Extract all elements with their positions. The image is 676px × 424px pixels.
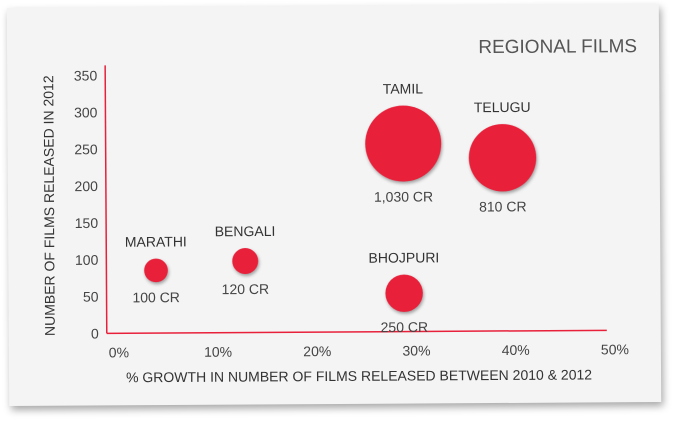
- bubble-name-label: TELUGU: [474, 99, 531, 115]
- bubble-name-label: BHOJPURI: [368, 249, 439, 265]
- bubble-bhojpuri: [385, 274, 423, 312]
- y-tick-label: 250: [74, 141, 98, 157]
- y-axis-label: NUMBER OF FILMS RELEASED IN 2012: [40, 75, 58, 336]
- x-tick-label: 30%: [402, 342, 430, 358]
- x-tick-labels: 0% 10% 20% 30% 40% 50%: [109, 341, 629, 360]
- y-tick-label: 100: [75, 252, 99, 268]
- chart-card: REGIONAL FILMS % GROWTH IN NUMBER OF FIL…: [6, 4, 662, 406]
- bubble-value-label: 250 CR: [381, 319, 429, 335]
- x-tick-label: 40%: [502, 342, 530, 358]
- x-tick-label: 50%: [601, 341, 629, 357]
- bubble-value-label: 120 CR: [222, 281, 270, 297]
- bubble-value-label: 100 CR: [132, 289, 180, 305]
- bubble-value-label: 1,030 CR: [374, 188, 433, 204]
- y-tick-labels: 0 50 100 150 200 250 300 350: [74, 67, 99, 341]
- bubble-name-label: TAMIL: [383, 80, 423, 96]
- y-tick-label: 350: [74, 67, 98, 83]
- x-tick-label: 10%: [204, 344, 232, 360]
- y-tick-label: 0: [91, 325, 99, 341]
- x-axis-label: % GROWTH IN NUMBER OF FILMS RELEASED BET…: [126, 366, 592, 385]
- y-axis-line: [104, 65, 108, 334]
- x-tick-label: 20%: [303, 343, 331, 359]
- y-tick-label: 300: [74, 104, 98, 120]
- y-tick-label: 200: [74, 178, 98, 194]
- x-axis-line: [106, 329, 607, 335]
- bubble-bengali: [232, 248, 259, 275]
- bubble-tamil: [365, 105, 442, 182]
- bubbles-group: MARATHI 100 CR BENGALI 120 CR TAMIL 1,030 CR T…: [125, 80, 537, 335]
- x-tick-label: 0%: [109, 344, 129, 360]
- y-tick-label: 150: [75, 215, 99, 231]
- bubble-marathi: [144, 258, 168, 283]
- bubble-telugu: [468, 124, 537, 192]
- bubble-name-label: BENGALI: [215, 223, 276, 239]
- bubble-name-label: MARATHI: [125, 233, 187, 249]
- chart-title: REGIONAL FILMS: [478, 36, 637, 58]
- y-tick-label: 50: [83, 289, 99, 305]
- bubble-value-label: 810 CR: [479, 198, 527, 214]
- bubble-chart: REGIONAL FILMS % GROWTH IN NUMBER OF FIL…: [40, 36, 637, 385]
